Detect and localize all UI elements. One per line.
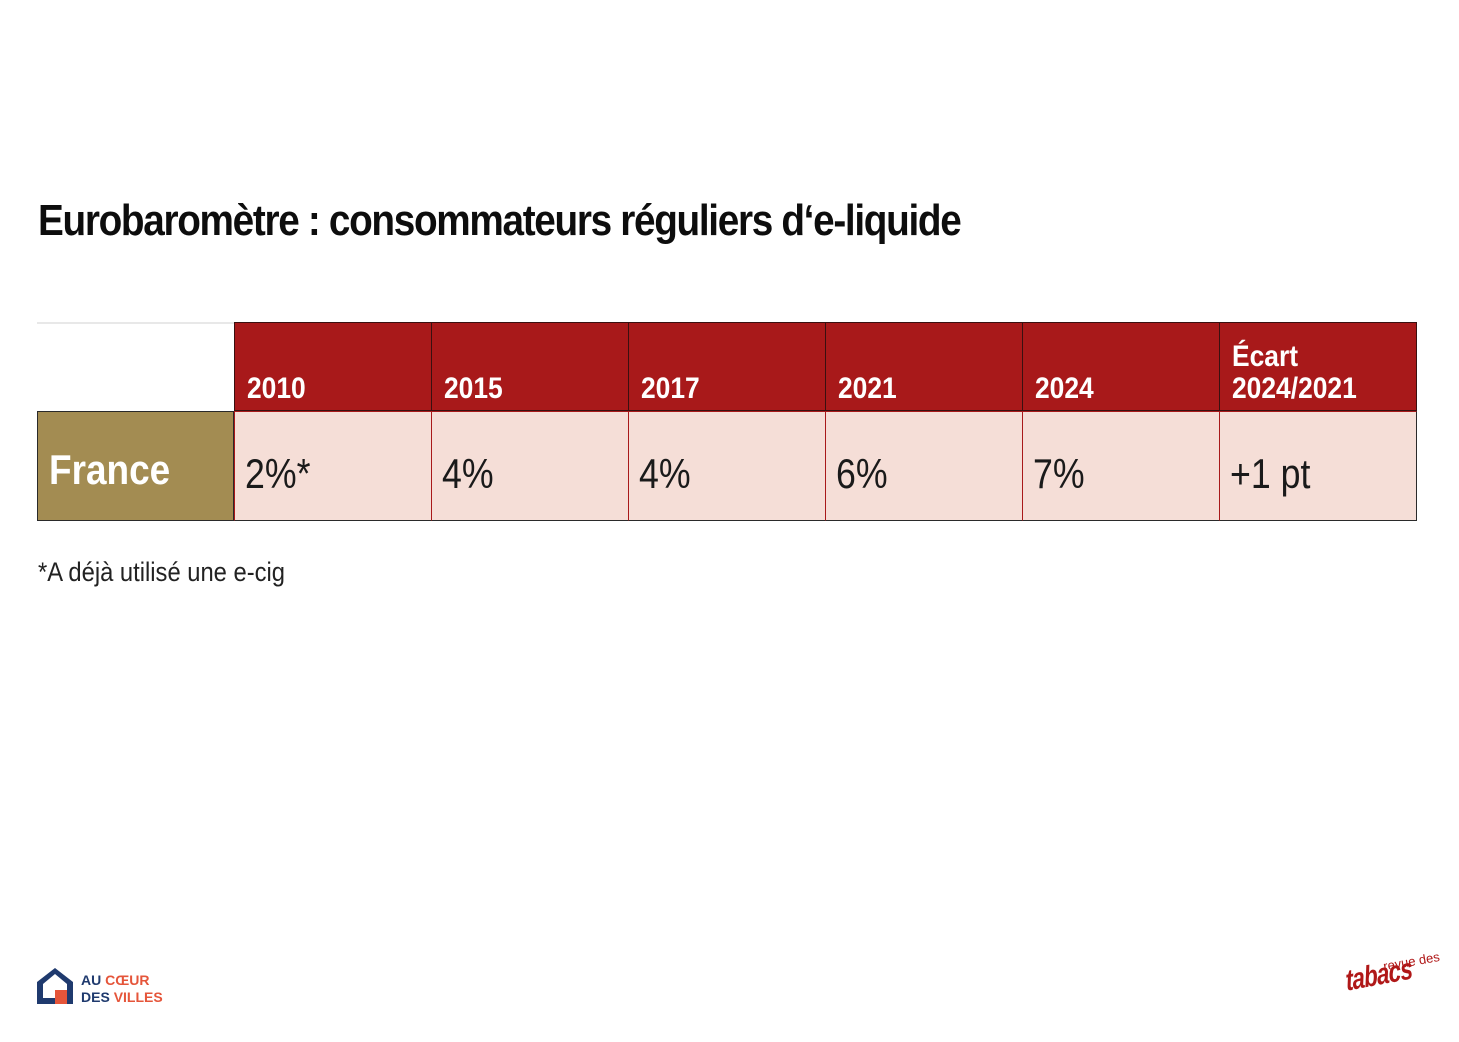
column-header: 2010 <box>234 322 432 411</box>
table-row: France 2%* 4% 4% 6% 7% +1 pt <box>37 411 1417 521</box>
house-logo-icon <box>37 968 73 1004</box>
page-title: Eurobaromètre : consommateurs réguliers … <box>38 196 962 245</box>
row-label: France <box>37 411 234 521</box>
table-cell: +1 pt <box>1219 411 1417 521</box>
column-header: 2021 <box>825 322 1023 411</box>
column-header: 2015 <box>431 322 629 411</box>
table-header-row: 2010 2015 2017 2021 2024 Écart 2024/2021 <box>37 322 1417 411</box>
column-header: 2017 <box>628 322 826 411</box>
data-table: 2010 2015 2017 2021 2024 Écart 2024/2021… <box>37 322 1417 521</box>
au-coeur-des-villes-logo: AU CŒUR DES VILLES <box>37 968 167 1008</box>
column-header: 2024 <box>1022 322 1220 411</box>
table-cell: 4% <box>431 411 629 521</box>
table-cell: 6% <box>825 411 1023 521</box>
column-header: Écart 2024/2021 <box>1219 322 1417 411</box>
table-cell: 4% <box>628 411 826 521</box>
table-corner <box>37 322 234 324</box>
table-cell: 2%* <box>234 411 432 521</box>
logo-text: AU CŒUR DES VILLES <box>81 972 163 1005</box>
revue-des-tabacs-logo: revue des tabacs <box>1340 949 1441 1005</box>
table-cell: 7% <box>1022 411 1220 521</box>
logo-main-text: tabacs <box>1344 952 1414 998</box>
footnote: *A déjà utilisé une e-cig <box>38 557 286 587</box>
